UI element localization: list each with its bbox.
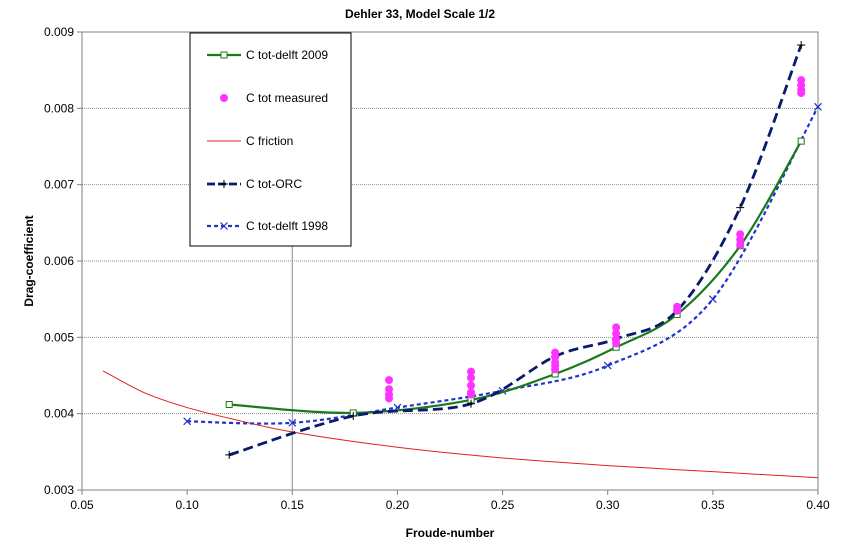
series-c-tot-measured <box>385 76 806 403</box>
data-point <box>797 40 806 49</box>
data-point <box>225 450 234 459</box>
x-tick-label: 0.30 <box>596 498 620 512</box>
legend-label: C tot measured <box>246 91 328 105</box>
legend: C tot-delft 2009 C tot measured C friction… <box>189 32 352 247</box>
legend-item-c-friction: C friction <box>207 134 293 148</box>
data-point <box>467 373 476 382</box>
y-tick-label: 0.009 <box>44 25 74 39</box>
x-tick-label: 0.15 <box>281 498 305 512</box>
y-tick-label: 0.004 <box>44 407 74 421</box>
data-point <box>385 376 394 385</box>
legend-swatch-marker <box>220 222 228 230</box>
series-c-friction <box>102 370 819 479</box>
legend-swatch-marker <box>220 94 228 102</box>
x-tick-label: 0.25 <box>491 498 515 512</box>
data-series <box>102 40 822 479</box>
data-point <box>797 137 805 145</box>
legend-label: C tot-delft 2009 <box>246 48 328 62</box>
data-point <box>612 323 621 332</box>
data-point <box>603 361 612 370</box>
data-point <box>814 102 822 111</box>
legend-item-c-tot-delft-1998: C tot-delft 1998 <box>207 219 328 233</box>
y-tick-label: 0.008 <box>44 101 74 115</box>
data-point <box>385 394 394 403</box>
data-point <box>183 417 192 426</box>
data-point <box>708 295 717 304</box>
y-tick-label: 0.003 <box>44 483 74 497</box>
legend-swatch-marker <box>220 180 228 188</box>
chart-title: Dehler 33, Model Scale 1/2 <box>345 7 495 21</box>
legend-swatch-marker <box>220 51 228 59</box>
data-point <box>736 203 745 212</box>
data-point <box>612 329 621 338</box>
legend-item-c-tot-delft-2009: C tot-delft 2009 <box>207 48 328 62</box>
data-point <box>467 367 476 376</box>
legend-label: C tot-ORC <box>246 177 302 191</box>
data-point <box>612 339 621 348</box>
x-axis-ticks: 0.05 0.10 0.15 0.20 0.25 0.30 0.35 0.40 <box>70 490 830 512</box>
y-tick-label: 0.007 <box>44 178 74 192</box>
data-point <box>797 89 806 98</box>
x-tick-label: 0.05 <box>70 498 94 512</box>
x-tick-label: 0.40 <box>806 498 830 512</box>
legend-item-c-tot-measured: C tot measured <box>220 91 328 105</box>
data-point <box>467 399 476 408</box>
data-point <box>467 381 476 390</box>
y-tick-label: 0.006 <box>44 254 74 268</box>
y-axis-ticks: 0.003 0.004 0.005 0.006 0.007 0.008 0.009 <box>44 25 82 497</box>
series-line-c-friction <box>102 370 819 479</box>
x-tick-label: 0.10 <box>175 498 199 512</box>
data-point <box>467 390 476 399</box>
x-tick-label: 0.20 <box>386 498 410 512</box>
data-point <box>736 240 745 249</box>
data-point <box>288 418 297 427</box>
x-tick-label: 0.35 <box>701 498 725 512</box>
y-axis-label: Drag-coefficient <box>22 215 36 306</box>
data-point <box>225 401 233 409</box>
legend-box <box>189 32 352 247</box>
data-point <box>673 306 682 315</box>
data-point <box>551 365 560 374</box>
y-tick-label: 0.005 <box>44 330 74 344</box>
legend-label: C tot-delft 1998 <box>246 219 328 233</box>
legend-label: C friction <box>246 134 293 148</box>
data-point <box>349 411 358 420</box>
x-axis-label: Froude-number <box>406 526 495 540</box>
legend-item-c-tot-orc: C tot-ORC <box>207 177 302 191</box>
